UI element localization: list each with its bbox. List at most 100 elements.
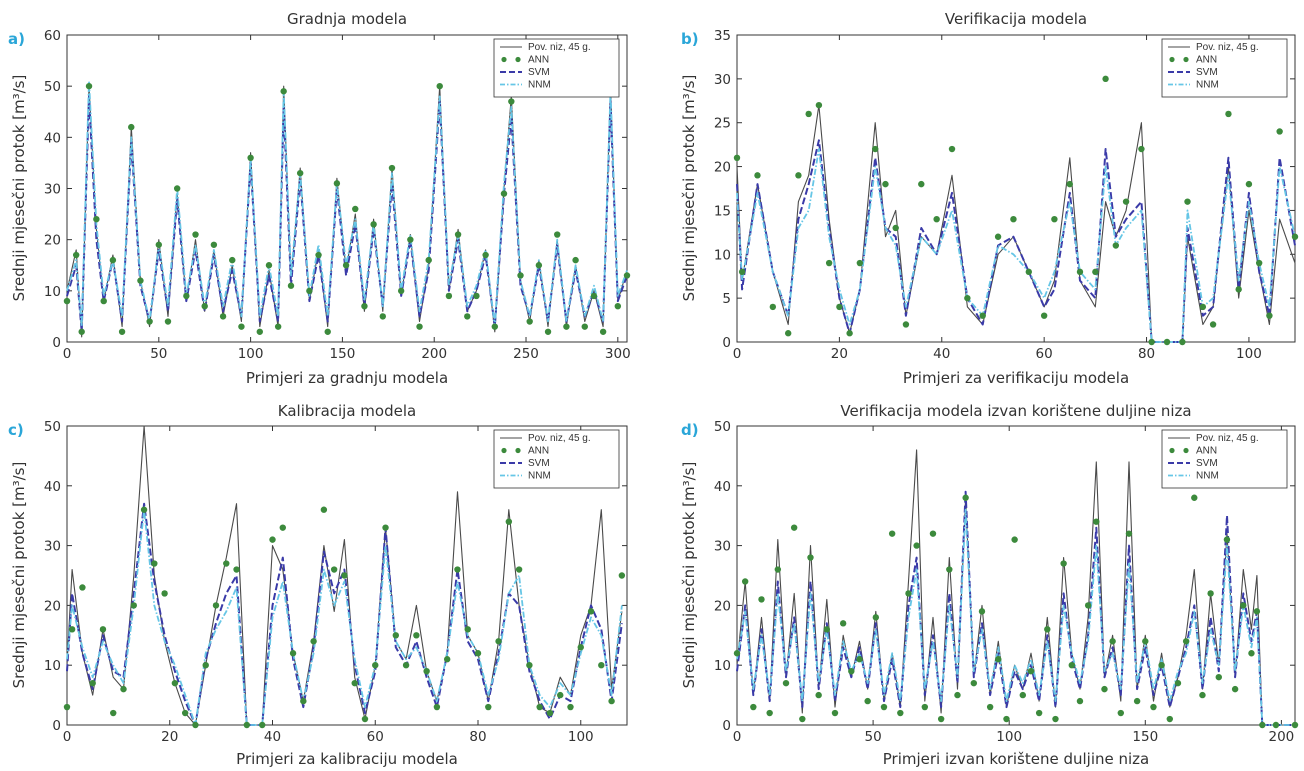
panel-d-ann-point [1125,530,1133,537]
panel-b-series-nnm-line [736,148,1296,343]
panel-a-ann-point [229,256,236,264]
panel-a-ann-point [146,318,153,325]
panel-c-ann-point [433,703,441,711]
panel-c-ytick-label: 50 [44,419,61,435]
panel-d-ann-point [1011,536,1018,543]
panel-a-ann-point [599,328,607,335]
panel-c-ann-point [546,709,554,717]
panel-d-ann-point [986,703,994,711]
panel-b-ann-point [1122,198,1130,205]
panel-a-ytick-label: 50 [44,79,61,95]
panel-d-ann-point [913,542,920,549]
panel-c-ytick-label: 20 [44,598,61,614]
panel-b-ann-point [1066,180,1073,188]
panel-d-ann-point [848,667,855,675]
panel-c-ann-point [99,626,107,633]
panel-c-ann-point [526,662,533,669]
panel-c-plot-frame [66,425,628,726]
panel-d-ann-point [750,703,757,711]
panel-d-legend-label: ANN [1196,446,1217,457]
panel-c-ann-point [243,721,251,729]
panel-d-ann-point [1182,638,1190,645]
panel-c-ann-point [557,691,564,699]
panel-a-ann-point [572,256,579,264]
panel-d-ann-point [872,614,880,621]
panel-a-ann-point [256,328,263,335]
panel-c-ann-point [233,566,240,573]
panel-c-ann-point [181,709,189,717]
panel-b-ann-point [1051,216,1058,223]
panel-c-series-nnm-line [66,508,623,726]
panel-a-ann-point [306,287,313,295]
panel-c-ann-point [454,566,461,573]
panel-b-xtick-label: 20 [831,346,848,362]
panel-b-title: Verifikacija modela [945,10,1087,28]
panel-c-ann-point [310,638,317,645]
panel-a-ann-point [623,272,631,279]
panel-b-ann-point [784,330,792,337]
panel-b-ytick-label: 15 [714,203,731,219]
panel-c-ann-point [372,662,379,669]
panel-d-xtick-label: 150 [1132,729,1158,745]
panel-d-series-svm-line [736,490,1295,726]
panel-a-legend-ann-marker [515,56,521,63]
panel-d-ann-point [774,566,782,573]
panel-c-ann-point [515,566,523,573]
panel-c-ann-point [151,560,158,567]
panel-c-ann-point [202,662,209,669]
panel-a-ann-point [464,313,471,320]
panel-c-ann-point [223,560,230,567]
panel-d-ytick-label: 40 [714,479,731,495]
panel-b-legend-label: SVM [1196,67,1218,78]
panel-d-ann-point [1109,638,1116,645]
panel-b-xtick-label: 0 [733,346,742,362]
panel-a-ann-point [614,302,622,310]
panel-b-ann-point [754,172,761,179]
panel-c-legend-label: NNM [528,471,551,482]
panel-d-ann-point [954,691,961,699]
panel-d-legend-label: Pov. niz, 45 g. [1196,433,1259,444]
panel-b-legend-label: NNM [1196,80,1219,91]
panel-d-ann-point [1166,715,1173,723]
panel-d-ann-point [962,494,969,501]
panel-a-xtick-label: 250 [513,346,539,362]
panel-c-legend-ann-marker [501,447,507,454]
panel-d-legend-label: NNM [1196,471,1219,482]
panel-a-ann-point [473,292,480,300]
panel-d-ann-point [1291,721,1299,729]
panel-d-xtick-label: 200 [1268,729,1294,745]
panel-a-ann-point [287,282,295,289]
panel-d-ann-point [1068,662,1076,669]
panel-d-legend-ann-marker [1169,447,1175,454]
panel-b-ann-point [872,145,879,153]
panel-a-ann-point [508,98,515,105]
panel-b-ann-point [948,145,956,153]
panel-d-ann-point [733,650,741,657]
panel-c-xtick-label: 80 [469,729,486,745]
panel-c-legend-ann-marker [515,447,521,454]
panel-c-series-svm-line [66,502,623,726]
panel-d-ann-point [782,679,790,687]
panel-a-ann-point [544,328,552,335]
panel-d-ann-point [1248,650,1255,657]
panel-d-ann-point [1215,673,1222,681]
panel-a-ann-point [425,256,432,264]
panel-c-ann-point [485,703,492,711]
panel-d-ann-point [1207,590,1214,597]
panel-d-ann-point [970,679,978,687]
panel-d-ann-point [815,691,822,699]
panel-b-ann-point [1040,312,1048,319]
panel-a-ann-point [397,287,405,295]
panel-b-ann-point [1010,216,1017,223]
panel-a-ann-point [238,323,245,330]
panel-d-ann-point [921,703,929,711]
panel-b-ann-point [815,101,823,109]
panel-a-ann-point [274,323,282,330]
panel-b-xtick-label: 40 [933,346,950,362]
panel-b-ylabel: Srednji mjesečni protok [m³/s] [680,75,698,302]
panel-a-ann-point [265,262,273,269]
panel-b-ann-point [882,180,889,188]
panel-a-ann-point [109,256,117,264]
panel-a-ann-point [500,190,508,197]
panel-c-xtick-label: 40 [264,729,281,745]
